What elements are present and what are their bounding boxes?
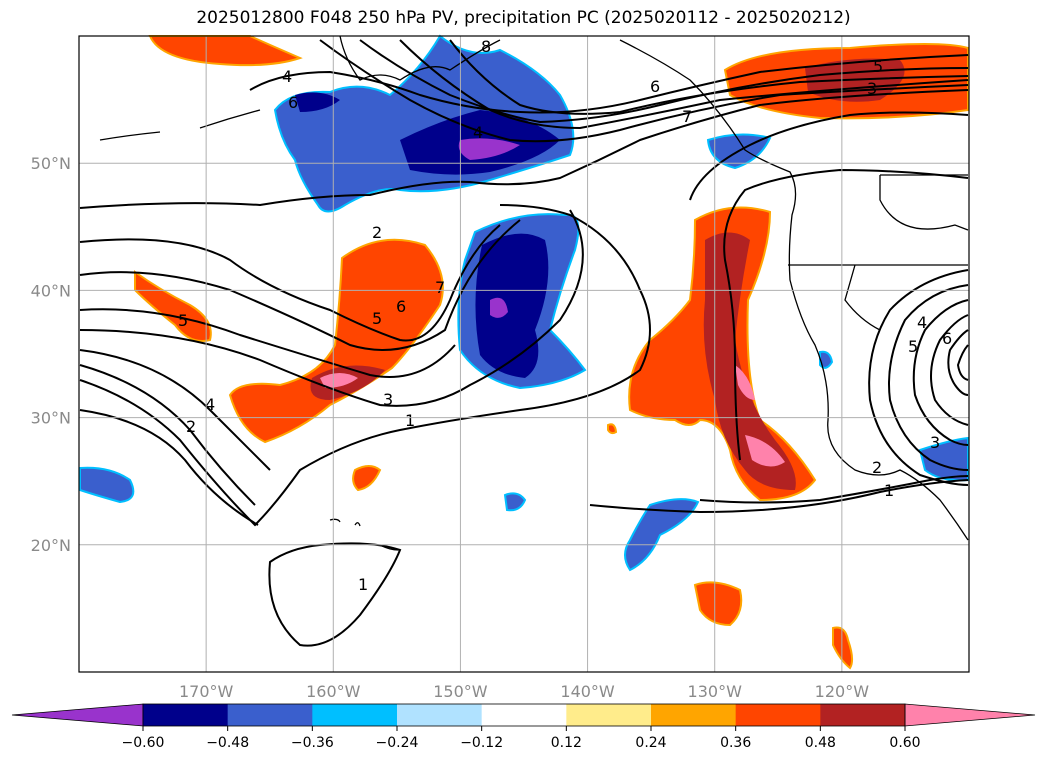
lon-tick-label: 150°W xyxy=(433,682,488,701)
colorbar-segment xyxy=(143,704,229,726)
contour-label: 4 xyxy=(282,67,292,86)
colorbar-tick-label: −0.24 xyxy=(376,735,419,751)
colorbar-tick-label: 0.36 xyxy=(720,735,751,751)
colorbar-segment xyxy=(566,704,652,726)
colorbar-tick-label: 0.60 xyxy=(889,735,920,751)
lon-tick-label: 140°W xyxy=(560,682,615,701)
lat-tick-label: 30°N xyxy=(31,409,71,428)
contour-label: 2 xyxy=(872,458,882,477)
lon-tick-label: 170°W xyxy=(179,682,234,701)
contour-label: 7 xyxy=(682,107,692,126)
contour-label: 3 xyxy=(930,433,940,452)
contour-label: 4 xyxy=(473,123,483,142)
gridlines xyxy=(79,36,969,672)
colorbar-extend-low xyxy=(11,703,144,727)
contour-label: 1 xyxy=(884,481,894,500)
lon-tick-label: 130°W xyxy=(688,682,743,701)
contour-label: 3 xyxy=(867,79,877,98)
contour-label: 1 xyxy=(405,411,415,430)
pv-contours xyxy=(79,39,969,647)
colorbar-tick-label: 0.48 xyxy=(805,735,836,751)
longitude-tick-labels: 170°W 160°W 150°W 140°W 130°W 120°W xyxy=(179,682,869,701)
contour-label: 5 xyxy=(908,337,918,356)
lat-tick-label: 50°N xyxy=(31,154,71,173)
positive-anomaly-shading xyxy=(134,35,969,670)
contour-label: 5 xyxy=(372,309,382,328)
contour-label: 4 xyxy=(205,395,215,414)
contour-label: 6 xyxy=(942,329,952,348)
contour-label: 1 xyxy=(358,575,368,594)
colorbar-segment xyxy=(820,704,906,726)
colorbar-segment xyxy=(481,704,567,726)
contour-label: 6 xyxy=(396,297,406,316)
lat-tick-label: 20°N xyxy=(31,536,71,555)
colorbar-border xyxy=(142,703,906,727)
map-frame xyxy=(78,35,970,673)
lon-tick-label: 160°W xyxy=(306,682,361,701)
contour-label: 3 xyxy=(383,390,393,409)
colorbar-extend-high xyxy=(904,703,1036,727)
latitude-tick-labels: 20°N 30°N 40°N 50°N xyxy=(31,154,71,555)
contour-label: 2 xyxy=(372,223,382,242)
map-title: 2025012800 F048 250 hPa PV, precipitatio… xyxy=(196,8,851,28)
colorbar-segment xyxy=(312,704,398,726)
contour-label: 5 xyxy=(178,311,188,330)
colorbar-tick-label: −0.48 xyxy=(206,735,249,751)
colorbar-tick-label: −0.36 xyxy=(291,735,334,751)
colorbar-segment xyxy=(735,704,821,726)
contour-label: 5 xyxy=(873,57,883,76)
contour-label: 7 xyxy=(435,278,445,297)
contour-label: 6 xyxy=(288,93,298,112)
colorbar-tick-label: −0.12 xyxy=(460,735,503,751)
colorbar: −0.60 −0.48 −0.36 −0.24 −0.12 0.12 0.24 0.36 0.4… xyxy=(11,703,1036,751)
colorbar-tick-label: −0.60 xyxy=(122,735,165,751)
contour-label: 4 xyxy=(917,313,927,332)
contour-label: 2 xyxy=(186,417,196,436)
colorbar-segment xyxy=(397,704,483,726)
contour-labels: 1 2 3 4 5 6 7 8 1 2 3 4 5 6 5 3 4 2 1 6 … xyxy=(178,37,952,594)
contour-label: 8 xyxy=(481,37,491,56)
lon-tick-label: 120°W xyxy=(815,682,870,701)
colorbar-tick-label: 0.24 xyxy=(635,735,666,751)
colorbar-tick-label: 0.12 xyxy=(551,735,582,751)
lat-tick-label: 40°N xyxy=(31,281,71,300)
colorbar-segment xyxy=(651,704,737,726)
colorbar-segment xyxy=(227,704,313,726)
contour-label: 6 xyxy=(650,77,660,96)
precip-fields xyxy=(79,34,969,670)
